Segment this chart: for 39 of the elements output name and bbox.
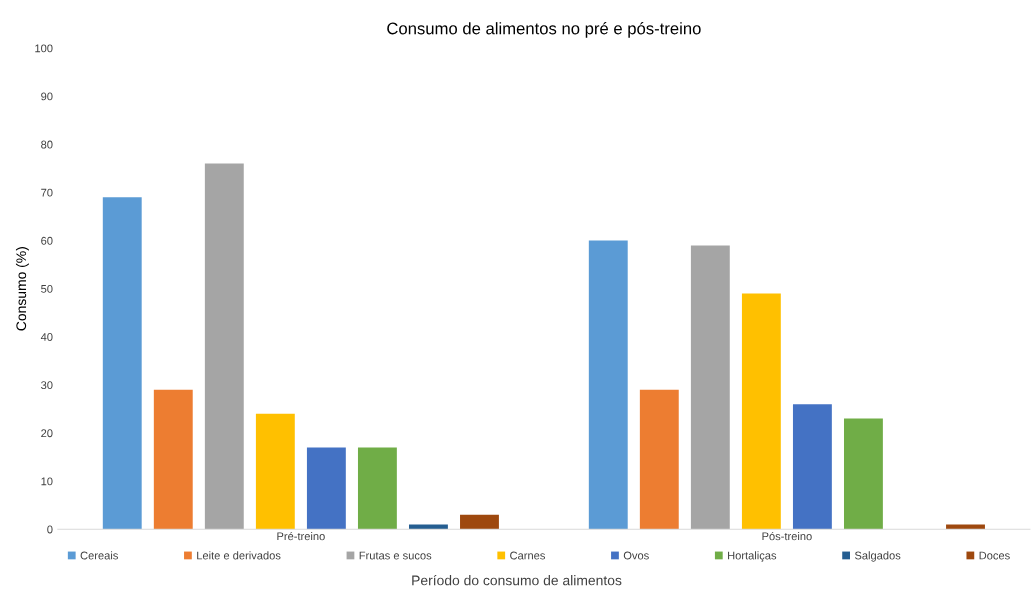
- legend-label: Doces: [979, 551, 1010, 560]
- bar: [357, 447, 397, 530]
- legend-label: Frutas e sucos: [359, 551, 432, 560]
- y-tick-label: 0: [47, 525, 53, 534]
- y-tick-label: 50: [41, 284, 53, 293]
- y-tick-label: 10: [41, 477, 53, 486]
- y-tick-label: 60: [41, 236, 53, 245]
- legend-label: Cereais: [80, 551, 118, 560]
- bar: [255, 413, 295, 530]
- bar: [946, 524, 985, 530]
- bar: [741, 293, 781, 530]
- y-tick-label: 70: [41, 188, 53, 197]
- y-tick-label: 20: [41, 429, 53, 438]
- bar: [306, 447, 346, 530]
- bar: [409, 524, 448, 530]
- y-tick-label: 30: [41, 381, 53, 390]
- bar: [792, 404, 832, 530]
- bar: [204, 163, 244, 530]
- x-tick-label: Pré-treino: [277, 531, 325, 541]
- legend-label: Hortaliças: [728, 551, 777, 562]
- bar: [153, 389, 193, 530]
- y-tick-label: 100: [35, 44, 53, 53]
- x-tick-label: Pós-treino: [762, 531, 812, 541]
- y-tick-label: 90: [41, 92, 53, 101]
- bar: [690, 245, 730, 530]
- legend-label: Leite e derivados: [197, 551, 281, 560]
- y-axis-title: Consumo (%): [15, 247, 29, 331]
- bar: [460, 514, 499, 530]
- legend-label: Salgados: [854, 551, 901, 562]
- y-tick-label: 40: [40, 333, 53, 341]
- x-axis-title: Período do consumo de alimentos: [412, 574, 622, 586]
- bar: [588, 240, 628, 530]
- legend-label: Carnes: [510, 551, 545, 560]
- legend-label: Ovos: [623, 551, 649, 560]
- bar: [639, 389, 679, 530]
- y-tick-label: 80: [41, 140, 53, 149]
- chart-title: Consumo de alimentos no pré e pós-treino: [387, 21, 701, 38]
- bar: [102, 197, 142, 530]
- bar: [844, 418, 883, 530]
